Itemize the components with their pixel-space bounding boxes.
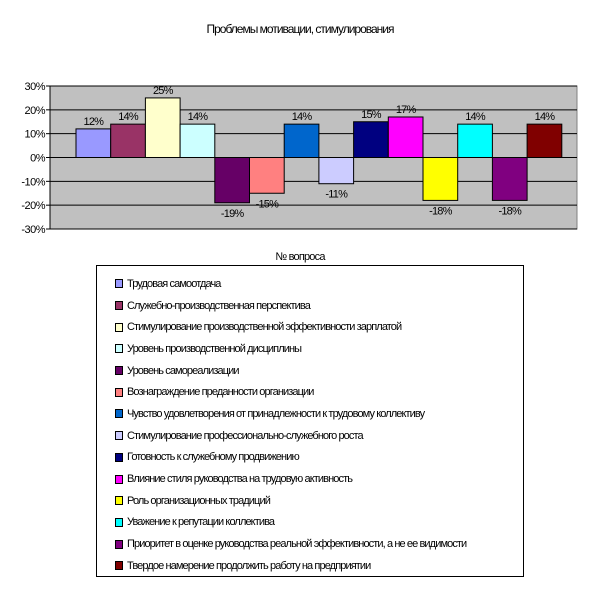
data-label: 14%: [292, 111, 313, 123]
legend-swatch: [115, 387, 123, 397]
data-label: 14%: [535, 111, 556, 123]
bar: [387, 116, 424, 158]
legend-item: Уровень производственной дисциплины: [115, 338, 523, 360]
legend-item: Уважение к репутации коллектива: [115, 512, 523, 534]
legend-label: Стимулирование профессионально-служебног…: [127, 429, 364, 442]
data-label: 14%: [118, 111, 139, 123]
legend-item: Служебно-производственная перспектива: [115, 295, 523, 317]
y-tick-label: 0%: [30, 153, 46, 165]
data-label: -18%: [429, 205, 452, 217]
legend: Трудовая самоотдача Служебно-производстве…: [96, 265, 524, 577]
bar: [249, 157, 285, 194]
y-tick-label: -30%: [21, 224, 45, 236]
data-label: 17%: [396, 104, 417, 116]
legend-item: Влияние стиля руководства на трудовую ак…: [115, 468, 523, 490]
legend-label: Служебно-производственная перспектива: [127, 299, 311, 312]
bar: [75, 128, 112, 158]
data-label: 25%: [153, 85, 174, 97]
y-tick-label: 10%: [24, 129, 45, 141]
bar: [457, 123, 493, 158]
data-label: 14%: [465, 111, 486, 123]
bar: [214, 157, 251, 204]
data-label: -19%: [221, 208, 244, 220]
x-axis-label: № вопроса: [275, 251, 325, 263]
data-label: -18%: [499, 205, 522, 217]
bar: [144, 97, 181, 158]
bar: [353, 121, 389, 158]
bar: [283, 123, 320, 158]
legend-item: Стимулирование производственной эффектив…: [115, 316, 523, 338]
legend-swatch: [115, 409, 123, 419]
legend-label: Трудовая самоотдача: [127, 277, 221, 290]
y-tick-label: 30%: [24, 81, 45, 93]
legend-swatch: [115, 279, 123, 289]
legend-item: Стимулирование профессионально-служебног…: [115, 425, 523, 447]
bar: [179, 123, 216, 158]
bar: [110, 123, 146, 158]
legend-label: Вознаграждение преданности организации: [127, 386, 314, 399]
legend-swatch: [115, 561, 123, 571]
legend-swatch: [115, 517, 123, 527]
bar: [491, 157, 528, 201]
chart-plot: 30%20%10%0%-10%-20%-30%12% 14%25%14%-19%-…: [21, 81, 578, 236]
legend-item: Трудовая самоотдача: [115, 273, 523, 295]
legend-label: Приоритет в оценке руководства реальной …: [127, 538, 467, 551]
data-label: -15%: [256, 198, 279, 210]
legend-label: Твердое намерение продолжить работу на п…: [127, 559, 371, 572]
legend-item: Уровень самореализации: [115, 360, 523, 382]
legend-swatch: [115, 431, 123, 441]
bar: [318, 157, 355, 185]
data-label: 14%: [188, 111, 209, 123]
legend-item: Твердое намерение продолжить работу на п…: [115, 555, 523, 577]
legend-swatch: [115, 344, 123, 354]
legend-item: Роль организационных традиций: [115, 490, 523, 512]
data-label: 15%: [361, 109, 382, 121]
legend-swatch: [115, 474, 123, 484]
legend-label: Уровень производственной дисциплины: [127, 342, 302, 355]
y-tick-label: -20%: [21, 200, 45, 212]
legend-label: Роль организационных традиций: [127, 494, 271, 507]
legend-swatch: [115, 366, 123, 376]
legend-swatch: [115, 301, 123, 311]
data-label: 12%: [84, 116, 105, 128]
legend-item: Чувство удовлетворения от принадлежности…: [115, 403, 523, 425]
legend-label: Чувство удовлетворения от принадлежности…: [127, 407, 425, 420]
bar: [526, 123, 563, 158]
legend-item: Вознаграждение преданности организации: [115, 381, 523, 403]
data-label: -11%: [325, 189, 348, 201]
legend-item: Готовность к служебному продвижению: [115, 447, 523, 469]
legend-swatch: [115, 496, 123, 506]
legend-label: Готовность к служебному продвижению: [127, 451, 300, 464]
legend-item: Приоритет в оценке руководства реальной …: [115, 533, 523, 555]
legend-swatch: [115, 322, 123, 332]
bar: [422, 157, 459, 201]
legend-label: Уважение к репутации коллектива: [127, 516, 275, 529]
legend-label: Влияние стиля руководства на трудовую ак…: [127, 473, 353, 486]
y-tick-label: -10%: [21, 176, 45, 188]
legend-label: Стимулирование производственной эффектив…: [127, 321, 402, 334]
y-tick-label: 20%: [24, 105, 45, 117]
legend-swatch: [115, 539, 123, 549]
chart-title: Проблемы мотивации, стимулирования: [206, 22, 394, 36]
legend-swatch: [115, 452, 123, 462]
legend-label: Уровень самореализации: [127, 364, 239, 377]
